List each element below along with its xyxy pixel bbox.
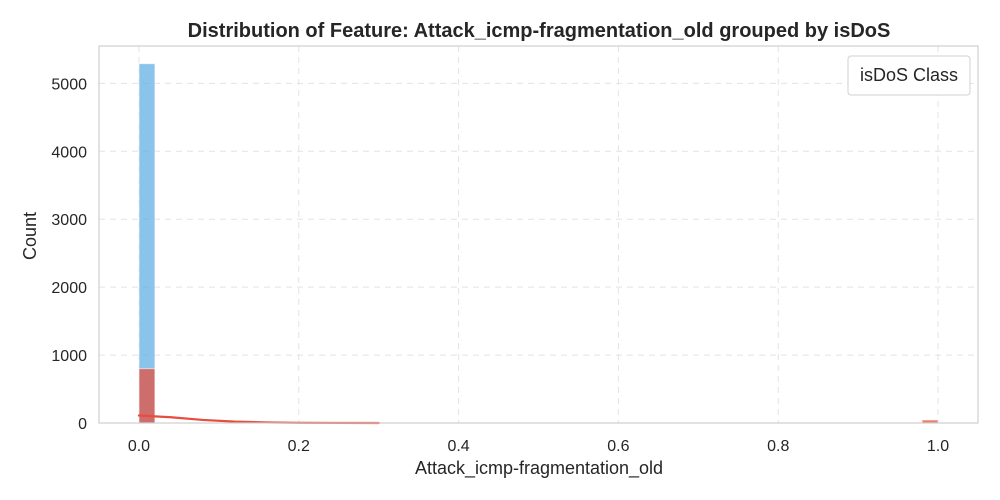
legend-frame (847, 55, 971, 96)
bars-layer (138, 63, 939, 424)
plot-frame (98, 45, 979, 424)
x-tick-label-2: 0.4 (447, 438, 469, 455)
y-tick-label-1: 1000 (51, 348, 87, 365)
axes-layer (98, 45, 979, 424)
y-tick-label-2: 2000 (51, 280, 87, 297)
ticks-layer: 0.0 0.2 0.4 0.6 0.8 1.0 0 1000 2000 3000 4000 5000 (51, 76, 949, 455)
kde-layer (137, 414, 380, 425)
x-tick-label-3: 0.6 (607, 438, 629, 455)
x-tick-label-4: 0.8 (767, 438, 789, 455)
x-axis-label: Attack_icmp-fragmentation_old (415, 458, 663, 479)
chart-title: Distribution of Feature: Attack_icmp-fra… (188, 20, 891, 42)
legend-box: isDoS Class (847, 55, 971, 96)
x-tick-label-5: 1.0 (927, 438, 949, 455)
legend-title: isDoS Class (860, 65, 958, 85)
y-tick-label-5: 5000 (51, 76, 87, 93)
kde-line-series-1 (137, 414, 380, 425)
y-tick-label-4: 4000 (51, 144, 87, 161)
grid-layer (99, 46, 978, 424)
y-axis-label: Count (20, 212, 40, 260)
y-tick-label-0: 0 (78, 416, 87, 433)
y-tick-label-3: 3000 (51, 212, 87, 229)
x-tick-label-0: 0.0 (128, 438, 150, 455)
x-tick-label-1: 0.2 (288, 438, 310, 455)
